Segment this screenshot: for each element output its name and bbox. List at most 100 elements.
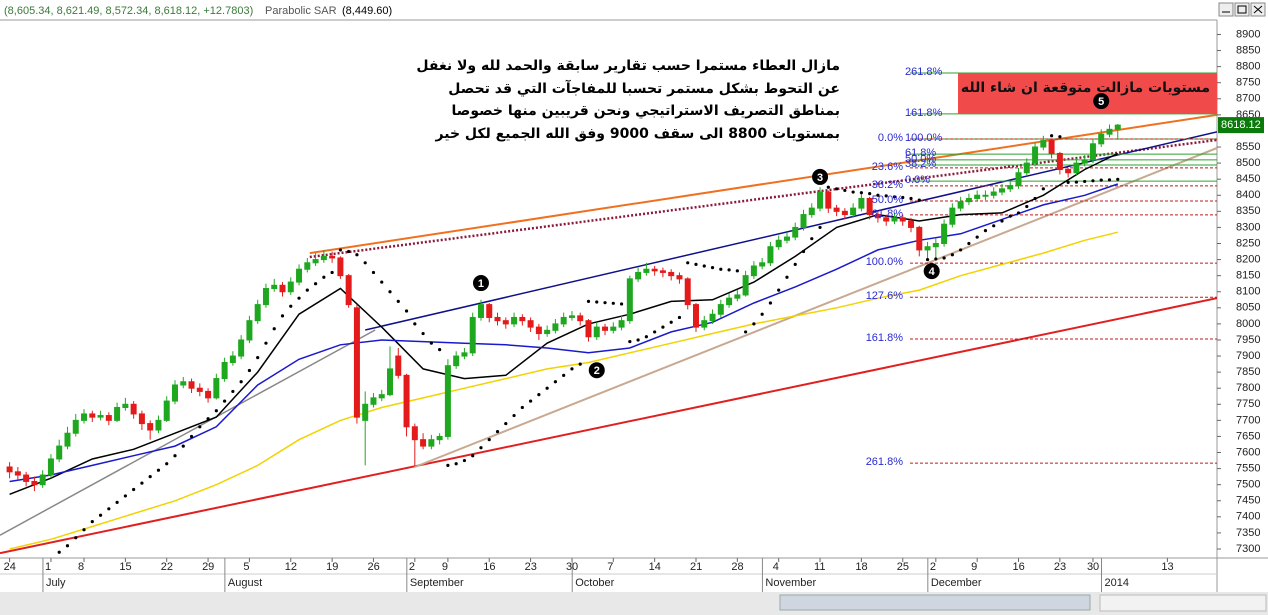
- candle-body: [81, 413, 88, 421]
- candle-body: [64, 432, 71, 447]
- y-tick-label: 8800: [1236, 61, 1260, 73]
- candle-body: [378, 394, 385, 399]
- moving-average: [9, 183, 1119, 483]
- sar-dot: [611, 301, 615, 305]
- candle-body: [866, 197, 873, 216]
- wave-marker-label: 3: [817, 172, 823, 184]
- sar-dot: [82, 528, 86, 532]
- candle-body: [692, 304, 699, 328]
- target-box: [958, 73, 1217, 114]
- y-tick-label: 8700: [1236, 93, 1260, 105]
- month-label: August: [228, 577, 262, 589]
- x-tick-label: 22: [161, 561, 173, 573]
- candle-body: [883, 217, 890, 222]
- candle-body: [717, 304, 724, 315]
- note-line: مازال العطاء مستمرا حسب تقارير سابقة وال…: [416, 58, 840, 74]
- candle-body: [535, 326, 542, 335]
- sar-dot: [1041, 187, 1045, 191]
- sar-dot: [247, 368, 252, 373]
- candle-body: [147, 423, 154, 431]
- candle-body: [585, 320, 592, 338]
- sar-dot: [686, 261, 690, 265]
- sar-dot: [1050, 134, 1054, 138]
- sar-dot: [578, 362, 582, 366]
- sar-dot: [272, 327, 276, 331]
- minimize-button[interactable]: [1218, 2, 1234, 17]
- candle-body: [320, 255, 327, 261]
- candle-body: [72, 419, 79, 434]
- last-price-tag: [1218, 117, 1264, 134]
- candle-body: [461, 352, 468, 357]
- candle-body: [1007, 185, 1014, 190]
- candle-body: [122, 403, 129, 409]
- candle-body: [114, 407, 121, 421]
- candle-body: [949, 207, 956, 225]
- candle-body: [370, 397, 377, 405]
- candle-body: [403, 374, 410, 428]
- sar-dot: [925, 257, 930, 262]
- sar-dot: [289, 304, 293, 308]
- candle-body: [626, 278, 633, 322]
- sar-dot: [901, 195, 905, 200]
- y-tick-label: 8200: [1236, 253, 1260, 265]
- candle-body: [734, 294, 741, 299]
- y-tick-label: 7900: [1236, 350, 1260, 362]
- candle-body: [171, 384, 178, 402]
- candle-body: [89, 413, 96, 418]
- candle-body: [14, 471, 21, 476]
- sar-dot: [181, 444, 185, 448]
- x-tick-label: 9: [971, 561, 977, 573]
- sar-dot: [760, 312, 764, 316]
- candle-body: [1073, 162, 1080, 174]
- scrollbar-thumb[interactable]: [779, 594, 1091, 611]
- month-label: July: [46, 577, 66, 589]
- maximize-button[interactable]: [1234, 2, 1250, 17]
- sar-dot: [264, 341, 268, 345]
- x-tick-label: 23: [525, 561, 537, 573]
- sar-dot: [74, 536, 78, 540]
- candle-body: [899, 217, 906, 222]
- fib-label: 261.8%: [866, 456, 904, 468]
- sar-dot: [1099, 178, 1103, 182]
- sar-dot: [206, 417, 210, 421]
- note-line: بمناطق التصريف الاستراتيجي ونحن قريبين م…: [452, 103, 840, 119]
- sar-dot: [148, 475, 152, 479]
- sar-dot: [975, 235, 979, 239]
- fib-label: 61.8%: [905, 147, 936, 159]
- y-tick-label: 7450: [1236, 495, 1260, 507]
- sar-dot: [793, 262, 797, 266]
- sar-dot: [586, 299, 591, 303]
- candle-body: [296, 268, 303, 283]
- candle-body: [486, 304, 493, 318]
- trendline: [0, 297, 1217, 555]
- x-tick-label: 7: [607, 561, 613, 573]
- candle-body: [502, 320, 509, 325]
- sar-dot: [967, 241, 971, 246]
- candle-body: [329, 255, 336, 259]
- candle-body: [792, 226, 799, 238]
- fib-label: 161.8%: [866, 332, 904, 344]
- candle-body: [453, 355, 460, 367]
- wave-marker: [923, 263, 940, 280]
- candle-body: [1048, 140, 1055, 154]
- fib-label: 61.8%: [872, 208, 903, 220]
- candle-body: [477, 304, 484, 318]
- y-tick-label: 8350: [1236, 205, 1260, 217]
- candle-body: [213, 378, 220, 399]
- candle-body: [659, 270, 666, 273]
- fib-label: 100.0%: [905, 132, 943, 144]
- candle-body: [1089, 143, 1096, 161]
- sar-dot: [330, 270, 334, 275]
- candle-body: [229, 355, 236, 363]
- y-tick-label: 7350: [1236, 527, 1260, 539]
- fib-label: 100.0%: [866, 256, 904, 268]
- candle-body: [610, 326, 617, 331]
- sar-dot: [305, 288, 309, 292]
- candle-body: [924, 246, 931, 251]
- sar-dot: [347, 249, 351, 254]
- y-tick-label: 8100: [1236, 286, 1260, 298]
- trendline: [309, 138, 1217, 259]
- fib-label: 127.6%: [866, 290, 904, 302]
- sar-dot: [876, 193, 880, 197]
- sar-dot: [396, 299, 400, 303]
